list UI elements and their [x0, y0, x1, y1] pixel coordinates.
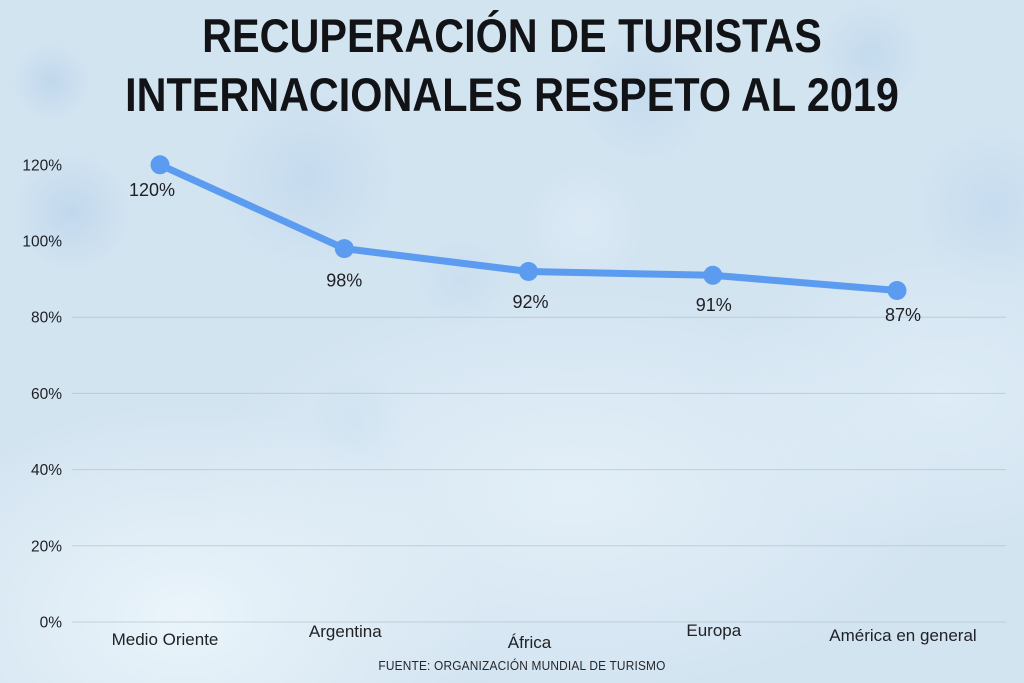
- x-axis-label: África: [508, 633, 552, 652]
- x-axis-label: Argentina: [309, 622, 382, 641]
- x-axis-label: Europa: [686, 621, 741, 640]
- y-axis-tick-label: 40%: [31, 462, 62, 479]
- data-point: [334, 239, 354, 259]
- data-point-label: 120%: [129, 180, 175, 200]
- data-point: [150, 155, 170, 175]
- data-point: [703, 265, 723, 285]
- data-point-label: 87%: [885, 305, 921, 325]
- title-line-2: INTERNACIONALES RESPETO AL 2019: [125, 68, 899, 121]
- title-line-1: RECUPERACIÓN DE TURISTAS: [202, 9, 822, 62]
- x-axis-label: América en general: [829, 626, 976, 645]
- y-axis-tick-label: 20%: [31, 538, 62, 555]
- data-point-label: 91%: [696, 295, 732, 315]
- data-point: [887, 281, 907, 300]
- x-axis-label: Medio Oriente: [112, 630, 219, 649]
- y-axis-tick-label: 60%: [31, 386, 62, 403]
- data-point-label: 92%: [512, 292, 548, 312]
- source-note: FUENTE: ORGANIZACIÓN MUNDIAL DE TURISMO: [378, 659, 666, 673]
- data-point-label: 98%: [326, 271, 362, 291]
- y-axis-tick-label: 80%: [31, 310, 62, 327]
- y-axis-tick-label: 120%: [22, 157, 62, 174]
- chart-title: RECUPERACIÓN DE TURISTAS INTERNACIONALES…: [61, 6, 962, 124]
- y-axis-tick-label: 0%: [40, 615, 63, 632]
- y-axis-tick-label: 100%: [22, 234, 62, 251]
- data-point: [519, 262, 538, 281]
